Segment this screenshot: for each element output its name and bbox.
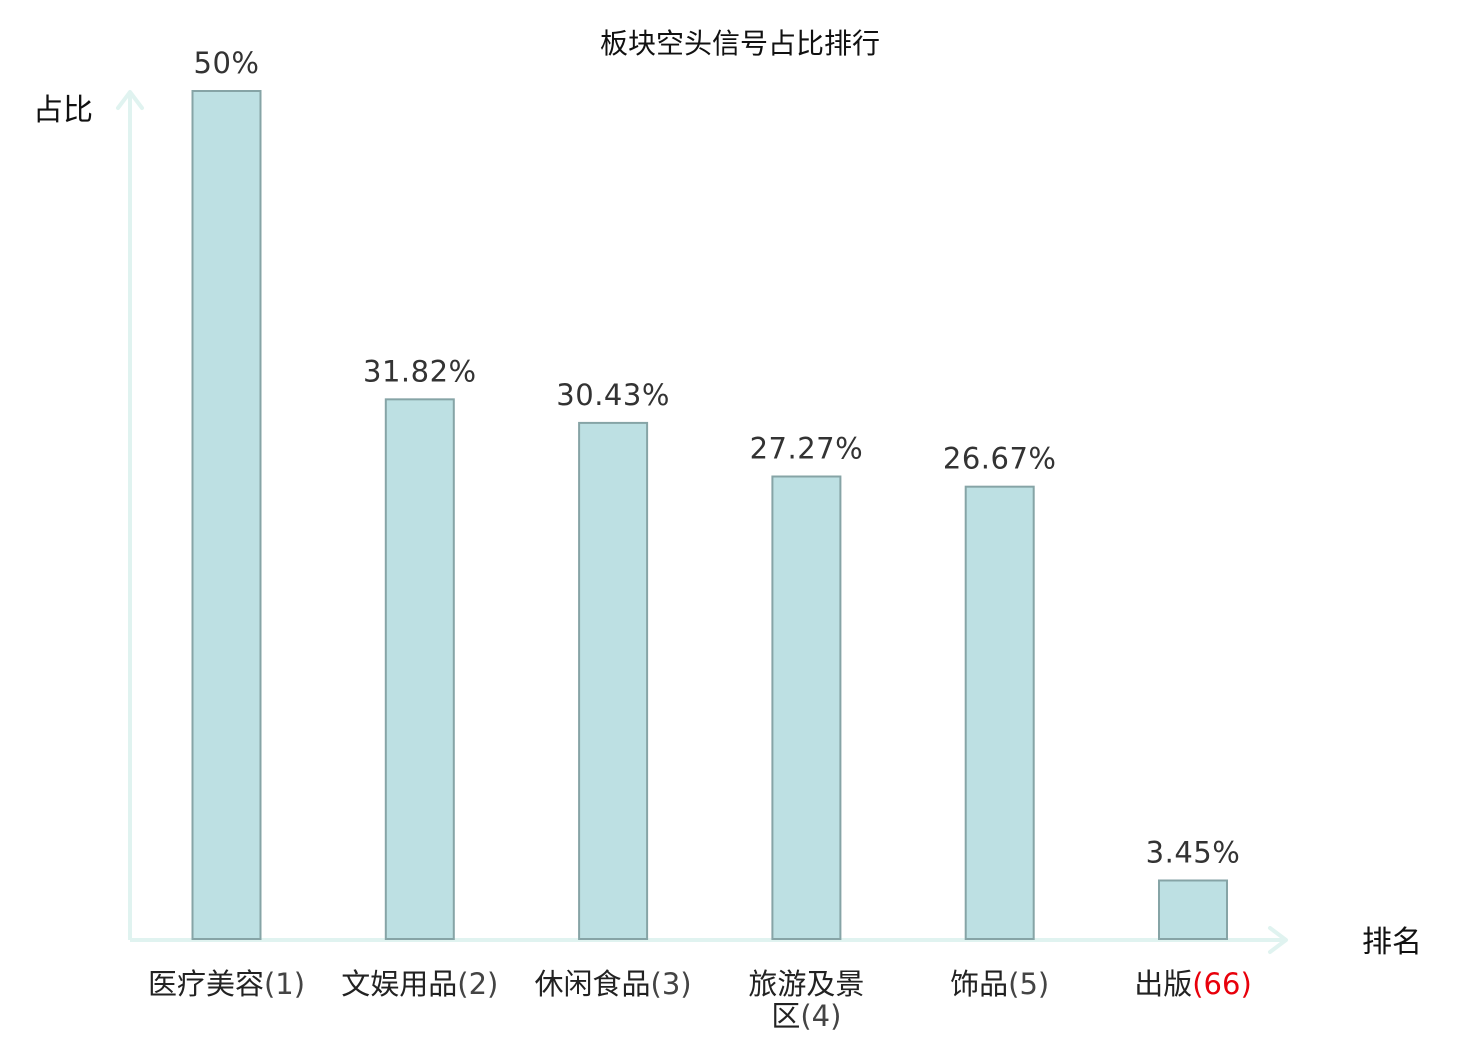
bar-6 [1158, 879, 1228, 940]
category-label-1: 医疗美容(1) [148, 967, 305, 1001]
value-label-5: 26.67% [943, 442, 1057, 476]
bars [191, 90, 1228, 940]
category-label-4-line-2: 区(4) [771, 999, 841, 1033]
value-label-3: 30.43% [556, 378, 670, 412]
value-label-4: 27.27% [750, 432, 864, 466]
value-label-6: 3.45% [1146, 835, 1241, 869]
bar-3 [578, 421, 649, 940]
value-label-1: 50% [194, 46, 260, 80]
x-axis-arrowhead [1268, 926, 1288, 954]
y-axis-label: 占比 [33, 93, 93, 128]
bar-5 [964, 485, 1035, 940]
y-axis-arrowhead [116, 90, 144, 110]
chart-title: 板块空头信号占比排行 [600, 27, 880, 60]
category-label-5: 饰品(5) [950, 967, 1049, 1001]
axes [116, 90, 1288, 954]
category-label-3: 休闲食品(3) [535, 967, 692, 1001]
bar-2 [384, 398, 455, 940]
bar-4 [771, 475, 842, 940]
value-labels: 50% 31.82% 30.43% 27.27% 26.67% 3.45% [194, 46, 1241, 869]
category-label-2: 文娱用品(2) [341, 967, 498, 1001]
bar-1 [191, 90, 262, 940]
x-axis-label: 排名 [1362, 925, 1422, 960]
category-label-4-line-1: 旅游及景 [748, 967, 864, 1001]
category-label-6: 出版(66) [1134, 967, 1252, 1001]
value-label-2: 31.82% [363, 354, 477, 388]
